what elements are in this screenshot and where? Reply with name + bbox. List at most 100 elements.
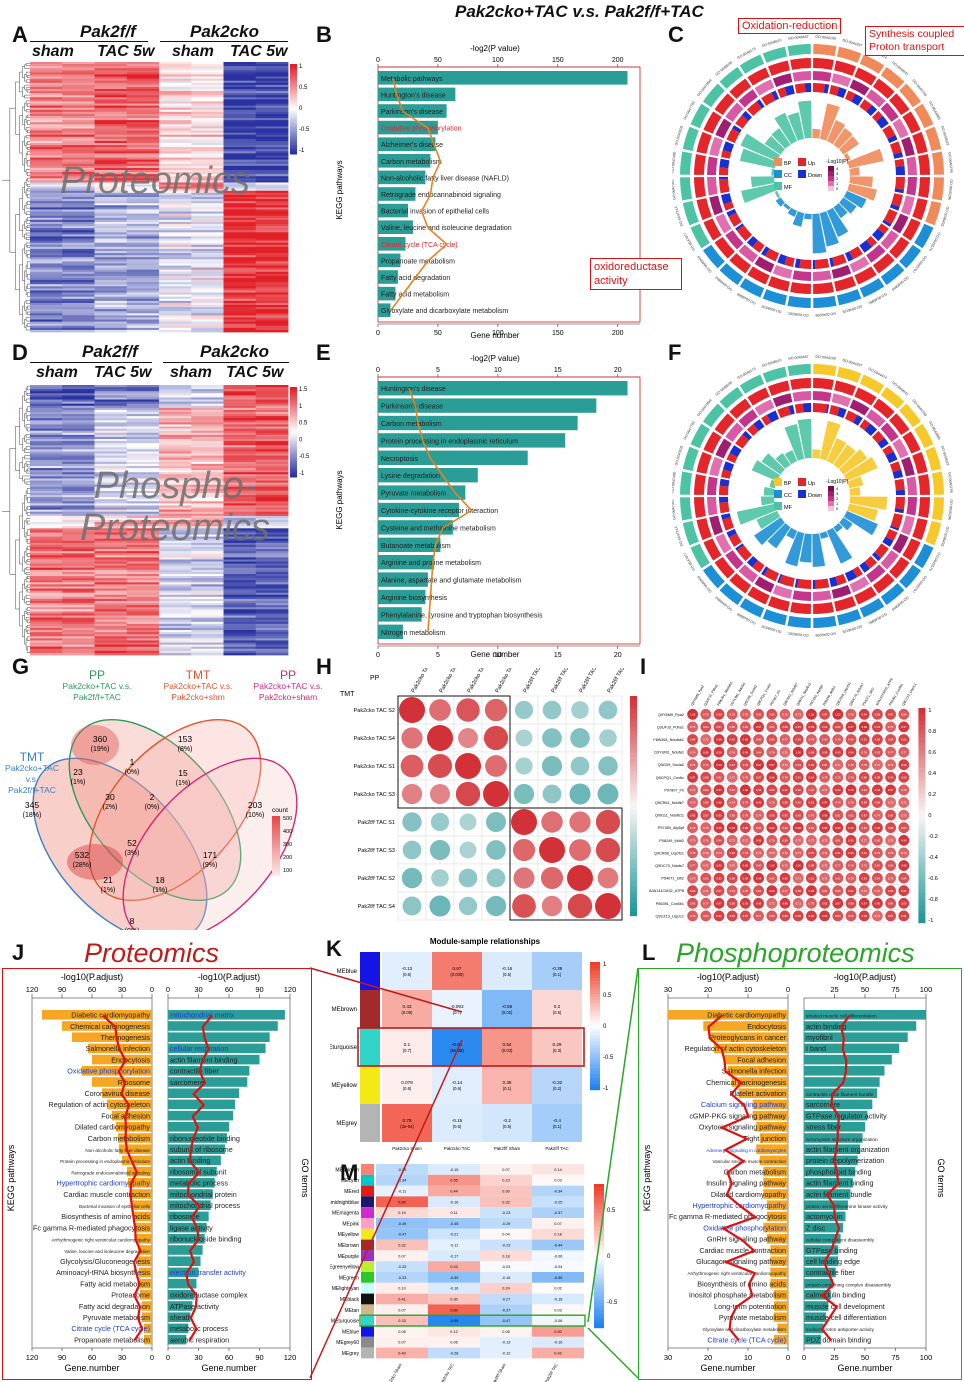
i-corr-circle: [819, 860, 830, 871]
heatmap-cell: [62, 530, 95, 533]
heatmap-cell: [94, 478, 128, 481]
k-cell: [432, 990, 482, 1028]
kegg-bar: [128, 1178, 152, 1188]
heatmap-cell: [255, 443, 289, 446]
heatmap-cell: [62, 650, 95, 654]
heatmap-cell: [223, 122, 257, 125]
heatmap-cell: [191, 605, 224, 608]
heatmap-cell: [94, 430, 128, 434]
heatmap-cell: [126, 215, 160, 219]
i-corr-value: 0.79: [703, 763, 709, 767]
heatmap-cell: [255, 393, 289, 396]
scale-step: [290, 468, 297, 471]
heatmap-cell: [62, 99, 95, 102]
heatmap-cell: [62, 242, 95, 246]
go-id-label: GO:0044337: [842, 38, 863, 48]
heatmap-cell: [94, 311, 128, 314]
i-corr-circle: [845, 834, 857, 846]
k-cell: [532, 1066, 582, 1104]
heatmap-cell: [30, 278, 63, 281]
m-cell: [532, 1196, 584, 1208]
venn-set-ellipse: [32, 757, 208, 930]
heatmap-cell: [94, 601, 128, 604]
i-corr-value: 0.96: [743, 864, 749, 868]
heatmap-cell: [94, 76, 128, 80]
heatmap-cell: [62, 317, 95, 320]
rich-factor-bar: [783, 203, 791, 210]
heatmap-cell: [30, 149, 63, 152]
heatmap-cell: [126, 105, 160, 109]
i-corr-circle: [832, 784, 844, 796]
bar: [378, 286, 396, 301]
i-corr-value: 0.86: [835, 725, 841, 729]
k-scale-tick: -1: [603, 1086, 609, 1092]
heatmap-cell: [30, 553, 63, 556]
heatmap-cell: [223, 576, 257, 579]
k-scale-step: [590, 990, 600, 995]
h-scale-step: [630, 700, 637, 705]
heatmap-cell: [126, 282, 160, 285]
scale-tick-label: 1: [299, 64, 303, 70]
heatmap-cell: [62, 292, 95, 296]
k-scale-step: [590, 1061, 600, 1065]
kegg-label: Oxidative phosphorylation: [67, 1067, 150, 1076]
i-corr-value: 0.78: [835, 776, 841, 780]
k-cell-pvalue: (0.1): [553, 1124, 562, 1129]
down-arc: [885, 451, 898, 464]
heatmap-cell: [126, 393, 160, 396]
heatmap-cell: [126, 387, 160, 390]
heatmap-cell: [62, 190, 95, 194]
heatmap-cell: [255, 461, 289, 465]
i-corr-circle: [726, 860, 738, 871]
heatmap-cell: [94, 294, 128, 298]
heatmap-cell: [191, 292, 224, 296]
i-corr-circle: [740, 734, 751, 745]
heatmap-cell: [126, 211, 160, 215]
heatmap-cell: [159, 122, 192, 125]
heatmap-cell: [30, 109, 63, 113]
i-corr-circle: [845, 885, 857, 897]
pvalue-arc: [880, 102, 899, 122]
heatmap-cell: [126, 505, 160, 508]
pvalue-arc: [892, 213, 909, 234]
heatmap-cell: [159, 553, 192, 556]
category-arc: [813, 295, 837, 308]
i-corr-value: 0.76: [822, 851, 828, 855]
bar: [378, 220, 413, 234]
count-arc: [747, 387, 770, 406]
heatmap-cell: [126, 478, 160, 481]
heatmap-cell: [94, 157, 128, 161]
heatmap-cell: [255, 644, 289, 648]
heatmap-cell: [223, 205, 257, 208]
heatmap-cell: [159, 103, 192, 107]
up-arc: [877, 223, 889, 235]
heatmap-cell: [94, 648, 128, 652]
k-module-label: MEturquoise: [330, 1045, 358, 1051]
heatmap-cell: [62, 513, 95, 517]
i-corr-circle: [726, 809, 738, 821]
kegg-bar: [116, 1122, 152, 1132]
go-bar: [168, 1301, 193, 1311]
right-bottom-tick: 90: [255, 1353, 263, 1362]
heatmap-cell: [94, 68, 128, 71]
heatmap-cell: [30, 532, 63, 535]
heatmap-cell: [191, 420, 224, 423]
heatmap-cell: [126, 271, 160, 275]
heatmap-cell: [30, 213, 63, 217]
heatmap-cell: [223, 145, 257, 148]
down-arc: [882, 219, 892, 227]
i-corr-value: 0.77: [690, 864, 696, 868]
heatmap-cell: [94, 170, 128, 173]
heatmap-cell: [126, 468, 160, 471]
m-cell: [532, 1239, 584, 1251]
heatmap-cell: [255, 650, 289, 654]
heatmap-cell: [126, 134, 160, 138]
heatmap-cell: [255, 128, 289, 131]
heatmap-cell: [159, 76, 192, 80]
category-arc: [682, 446, 699, 472]
heatmap-cell: [94, 176, 128, 179]
h-row-label: Pak2cko TAC S2: [354, 708, 395, 714]
panel-j-title: Proteomics: [84, 938, 220, 968]
go-bar: [168, 1323, 189, 1334]
